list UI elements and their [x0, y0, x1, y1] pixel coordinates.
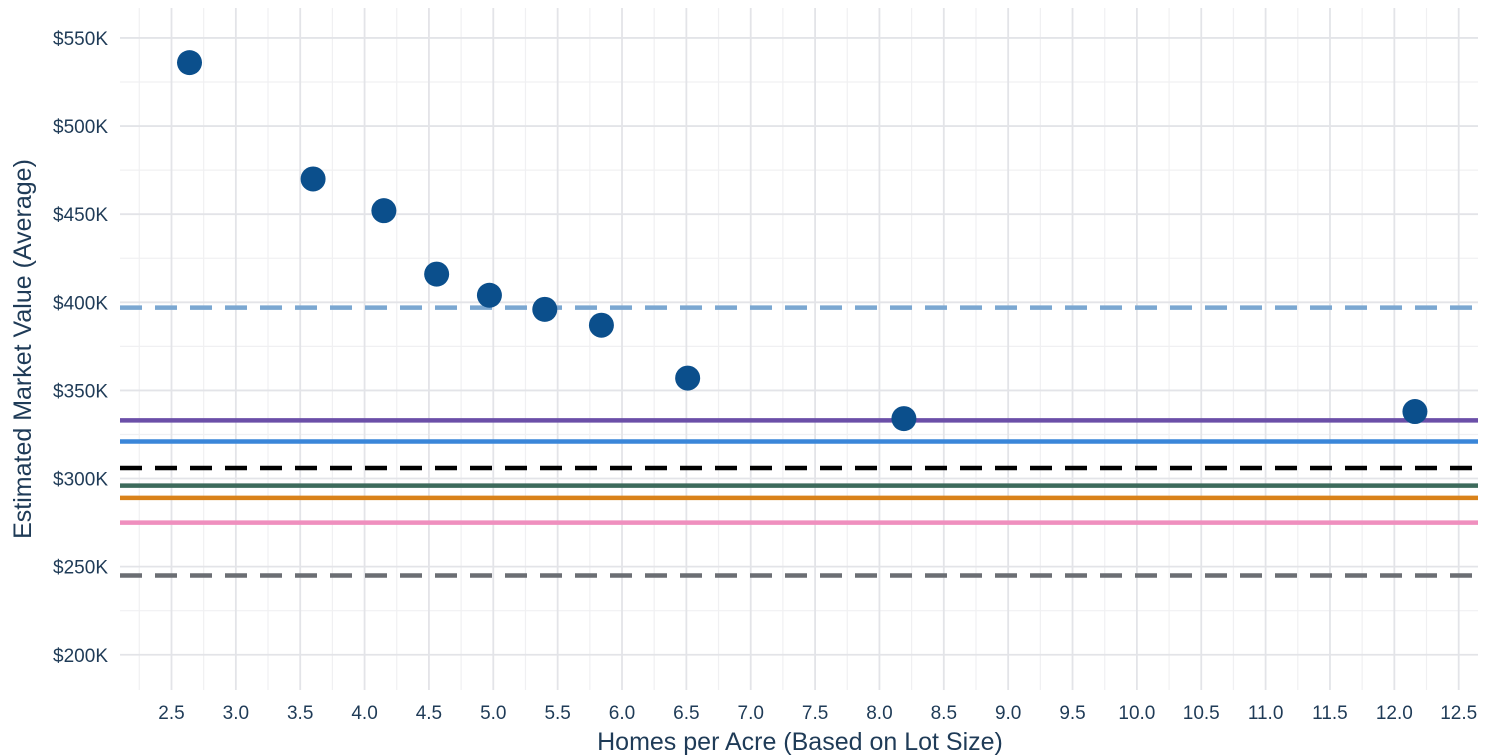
y-axis-tick-labels: $200K $250K $300K $350K $400K $450K $500K $550K — [53, 29, 108, 667]
data-points — [177, 50, 1428, 432]
x-tick-label: 9.5 — [1059, 703, 1085, 724]
y-tick-label: $400K — [53, 293, 108, 314]
x-tick-label: 9.0 — [995, 703, 1021, 724]
x-tick-label: 10.5 — [1183, 703, 1220, 724]
x-tick-label: 3.5 — [287, 703, 313, 724]
x-tick-label: 4.0 — [351, 703, 377, 724]
y-tick-label: $250K — [53, 558, 108, 579]
x-tick-label: 5.0 — [480, 703, 506, 724]
x-tick-label: 11.5 — [1312, 703, 1348, 724]
x-tick-label: 12.5 — [1440, 703, 1477, 724]
y-tick-label: $200K — [53, 646, 108, 667]
x-tick-label: 12.0 — [1376, 703, 1413, 724]
y-tick-label: $300K — [53, 470, 108, 491]
x-tick-label: 8.5 — [931, 703, 957, 724]
x-axis-title: Homes per Acre (Based on Lot Size) — [597, 728, 1003, 755]
data-point — [1402, 399, 1428, 425]
data-point — [588, 312, 614, 338]
data-point — [476, 282, 502, 308]
x-tick-label: 7.5 — [802, 703, 828, 724]
reference-lines — [120, 305, 1478, 578]
y-tick-label: $500K — [53, 117, 108, 138]
minor-gridlines — [120, 8, 1478, 690]
data-point — [371, 198, 397, 224]
y-tick-label: $550K — [53, 29, 108, 50]
data-point — [891, 406, 917, 432]
x-tick-label: 5.5 — [544, 703, 570, 724]
data-point — [532, 296, 558, 322]
data-point — [424, 261, 450, 287]
x-axis-tick-labels: 2.5 3.0 3.5 4.0 4.5 5.0 5.5 6.0 6.5 7.0 7.5 8.0 8.5 9… — [158, 703, 1477, 724]
x-tick-label: 3.0 — [223, 703, 249, 724]
x-tick-label: 7.0 — [738, 703, 764, 724]
y-tick-label: $350K — [53, 381, 108, 402]
y-tick-label: $450K — [53, 205, 108, 226]
major-gridlines — [120, 8, 1478, 690]
x-tick-label: 6.0 — [609, 703, 635, 724]
x-tick-label: 8.0 — [866, 703, 892, 724]
x-tick-label: 10.0 — [1118, 703, 1155, 724]
data-point — [300, 166, 326, 192]
data-point — [177, 50, 203, 76]
data-point — [675, 365, 701, 391]
x-tick-label: 2.5 — [158, 703, 184, 724]
x-tick-label: 6.5 — [673, 703, 699, 724]
x-tick-label: 11.0 — [1248, 703, 1284, 724]
y-axis-title: Estimated Market Value (Average) — [9, 159, 37, 539]
x-tick-label: 4.5 — [416, 703, 442, 724]
